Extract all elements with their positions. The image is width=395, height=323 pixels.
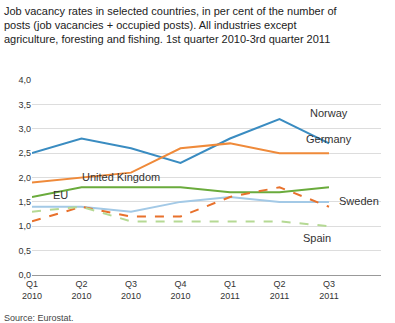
svg-text:EU: EU — [53, 189, 68, 201]
svg-text:1,0: 1,0 — [18, 221, 31, 231]
svg-text:Source: Eurostat.: Source: Eurostat. — [4, 313, 74, 323]
svg-text:3,0: 3,0 — [18, 124, 31, 134]
svg-text:3,5: 3,5 — [18, 100, 31, 110]
svg-text:Q12011: Q12011 — [220, 279, 239, 301]
svg-text:Q32010: Q32010 — [121, 279, 141, 301]
svg-text:Q12010: Q12010 — [22, 279, 42, 301]
svg-text:Job vacancy rates in selected: Job vacancy rates in selected countries,… — [4, 5, 338, 46]
svg-text:1,5: 1,5 — [18, 197, 31, 207]
svg-text:Spain: Spain — [303, 232, 331, 244]
svg-text:0,0: 0,0 — [18, 270, 31, 280]
svg-text:4,0: 4,0 — [18, 75, 31, 85]
svg-text:0,5: 0,5 — [18, 246, 31, 256]
svg-text:Q42010: Q42010 — [170, 279, 190, 301]
svg-text:Q22011: Q22011 — [270, 279, 289, 301]
svg-text:Sweden: Sweden — [339, 195, 379, 207]
svg-text:Q22010: Q22010 — [71, 279, 91, 301]
svg-text:2,5: 2,5 — [18, 148, 31, 158]
svg-text:United Kingdom: United Kingdom — [82, 171, 160, 183]
svg-text:Q32011: Q32011 — [319, 279, 338, 301]
svg-text:Germany: Germany — [306, 133, 352, 145]
svg-text:Norway: Norway — [310, 107, 348, 119]
svg-text:2,0: 2,0 — [18, 173, 31, 183]
